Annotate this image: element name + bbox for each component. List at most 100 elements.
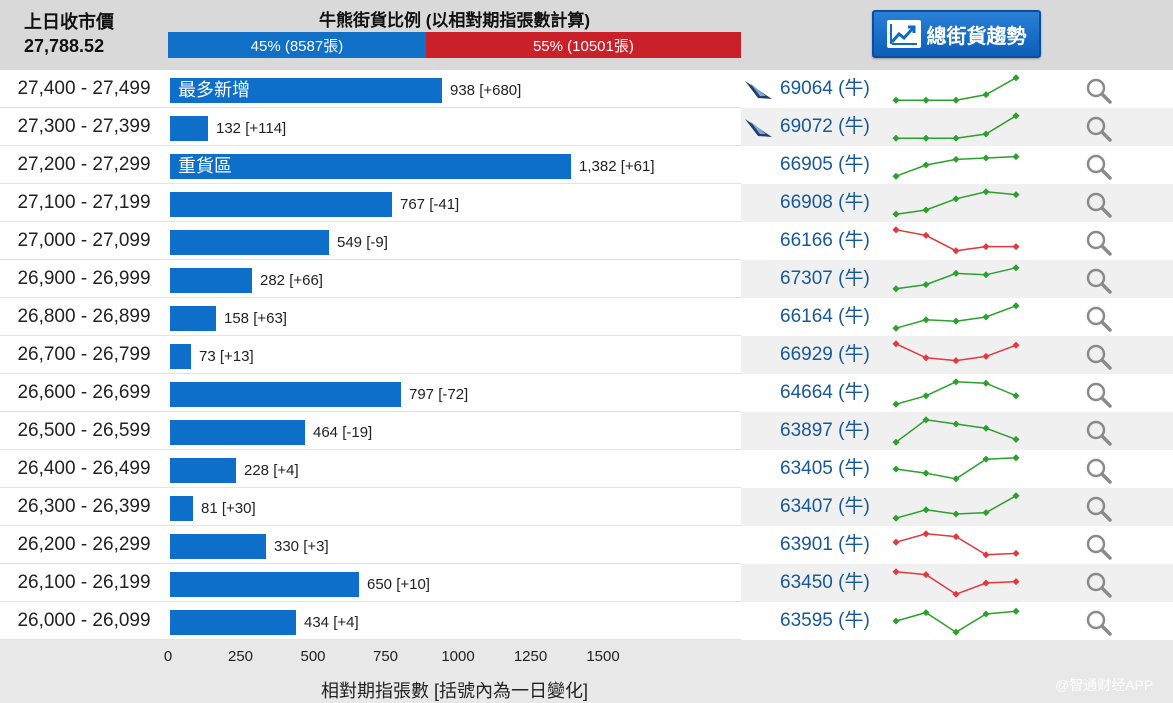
- search-icon[interactable]: [1085, 267, 1113, 295]
- outstanding-bar[interactable]: [170, 534, 266, 559]
- row-background: [0, 526, 741, 564]
- search-icon[interactable]: [1085, 495, 1113, 523]
- search-icon[interactable]: [1085, 533, 1113, 561]
- row-background: [0, 108, 741, 146]
- ratio-title: 牛熊街貨比例 (以相對期指張數計算): [318, 11, 591, 30]
- search-icon[interactable]: [1085, 609, 1113, 637]
- search-icon[interactable]: [1085, 153, 1113, 181]
- warrant-code-link[interactable]: 66164 (牛): [780, 306, 870, 327]
- strike-range: 27,000 - 27,099: [17, 230, 151, 251]
- warrant-code-link[interactable]: 63450 (牛): [780, 572, 870, 593]
- prev-close-value: 27,788.52: [24, 36, 105, 56]
- outstanding-bar[interactable]: [170, 382, 401, 407]
- outstanding-bar[interactable]: [170, 420, 305, 445]
- outstanding-bar[interactable]: [170, 78, 442, 103]
- strike-range: 27,300 - 27,399: [17, 116, 151, 137]
- x-axis-tick: 250: [227, 648, 254, 665]
- hot-flag-icon: [745, 81, 772, 99]
- row-divider: [0, 487, 741, 488]
- trend-sparkline: [892, 226, 1020, 255]
- outstanding-bar[interactable]: [170, 610, 296, 635]
- trend-sparkline: [892, 340, 1020, 365]
- outstanding-bar[interactable]: [170, 458, 236, 483]
- row-divider: [0, 373, 741, 374]
- warrant-code-link[interactable]: 63595 (牛): [780, 610, 870, 631]
- search-icon[interactable]: [1085, 115, 1113, 143]
- warrant-code-link[interactable]: 63897 (牛): [780, 420, 870, 441]
- trend-sparkline: [892, 112, 1020, 142]
- search-icon[interactable]: [1085, 305, 1113, 333]
- trend-sparkline: [892, 607, 1020, 636]
- trend-sparkline: [892, 74, 1020, 104]
- table-row: 26,500 - 26,599 464 [-19] 63897 (牛): [0, 412, 1173, 450]
- warrant-code-link[interactable]: 64664 (牛): [780, 382, 870, 403]
- bar-value-label: 228 [+4]: [244, 462, 299, 479]
- warrant-code-link[interactable]: 67307 (牛): [780, 268, 870, 289]
- bear-ratio-segment: 55% (10501張): [425, 32, 741, 58]
- trend-sparkline: [892, 568, 1020, 598]
- bar-tag: 最多新增: [178, 80, 250, 100]
- outstanding-bar[interactable]: [170, 344, 191, 369]
- warrant-code-link[interactable]: 66929 (牛): [780, 344, 870, 365]
- warrant-code-link[interactable]: 66908 (牛): [780, 192, 870, 213]
- table-row: 26,800 - 26,899 158 [+63] 66164 (牛): [0, 298, 1173, 336]
- warrant-code-link[interactable]: 63901 (牛): [780, 534, 870, 555]
- warrant-code-link[interactable]: 66166 (牛): [780, 230, 870, 251]
- strike-range: 27,200 - 27,299: [17, 154, 151, 175]
- outstanding-bar[interactable]: [170, 496, 193, 521]
- row-background: [0, 412, 741, 450]
- warrant-code-link[interactable]: 66905 (牛): [780, 154, 870, 175]
- row-background-right: [741, 184, 1173, 222]
- row-divider: [0, 221, 741, 222]
- row-divider: [0, 639, 741, 640]
- warrant-code-link[interactable]: 63405 (牛): [780, 458, 870, 479]
- search-icon[interactable]: [1085, 343, 1113, 371]
- row-divider: [0, 449, 741, 450]
- trend-sparkline: [892, 302, 1020, 332]
- search-icon[interactable]: [1085, 457, 1113, 485]
- warrant-code-link[interactable]: 69072 (牛): [780, 116, 870, 137]
- search-icon[interactable]: [1085, 77, 1113, 105]
- x-axis-tick: 1250: [513, 648, 548, 665]
- row-background-right: [741, 526, 1173, 564]
- outstanding-bar[interactable]: [170, 116, 208, 141]
- warrant-code-link[interactable]: 69064 (牛): [780, 78, 870, 99]
- row-background-right: [741, 488, 1173, 526]
- table-row: 26,000 - 26,099 434 [+4] 63595 (牛): [0, 602, 1173, 640]
- search-icon[interactable]: [1085, 191, 1113, 219]
- row-divider: [0, 335, 741, 336]
- trend-button-label: 總街貨趨勢: [926, 25, 1027, 48]
- outstanding-bar[interactable]: [170, 154, 571, 179]
- x-axis-tick: 500: [300, 648, 326, 665]
- trend-chart-icon: [886, 20, 921, 48]
- outstanding-bar[interactable]: [170, 572, 359, 597]
- warrant-code-link[interactable]: 63407 (牛): [780, 496, 870, 517]
- total-outstanding-trend-button[interactable]: 總街貨趨勢: [872, 10, 1041, 58]
- table-row: 26,700 - 26,799 73 [+13] 66929 (牛): [0, 336, 1173, 374]
- strike-range: 26,100 - 26,199: [17, 572, 151, 593]
- table-row: 26,200 - 26,299 330 [+3] 63901 (牛): [0, 526, 1173, 564]
- strike-range: 26,800 - 26,899: [17, 306, 151, 327]
- bar-value-label: 549 [-9]: [337, 234, 388, 251]
- row-background-right: [741, 450, 1173, 488]
- search-icon[interactable]: [1085, 381, 1113, 409]
- search-icon[interactable]: [1085, 229, 1113, 257]
- row-divider: [0, 563, 741, 564]
- outstanding-bar[interactable]: [170, 192, 392, 217]
- row-background-right: [741, 298, 1173, 336]
- search-icon[interactable]: [1085, 571, 1113, 599]
- trend-sparkline: [892, 492, 1020, 522]
- bar-value-label: 938 [+680]: [450, 82, 522, 99]
- table-row: 26,900 - 26,999 282 [+66] 67307 (牛): [0, 260, 1173, 298]
- table-row: 27,400 - 27,499 最多新增 938 [+680] 69064 (牛): [0, 70, 1173, 108]
- bar-value-label: 797 [-72]: [409, 386, 469, 403]
- outstanding-bar[interactable]: [170, 268, 252, 293]
- row-background-right: [741, 336, 1173, 374]
- outstanding-bar[interactable]: [170, 306, 216, 331]
- x-axis-tick: 750: [372, 648, 399, 665]
- x-axis-tick: 1500: [586, 648, 620, 665]
- search-icon[interactable]: [1085, 419, 1113, 447]
- x-axis-title: 相對期指張數 [括號內為一日變化]: [320, 681, 588, 701]
- bar-value-label: 1,382 [+61]: [579, 158, 655, 175]
- outstanding-bar[interactable]: [170, 230, 329, 255]
